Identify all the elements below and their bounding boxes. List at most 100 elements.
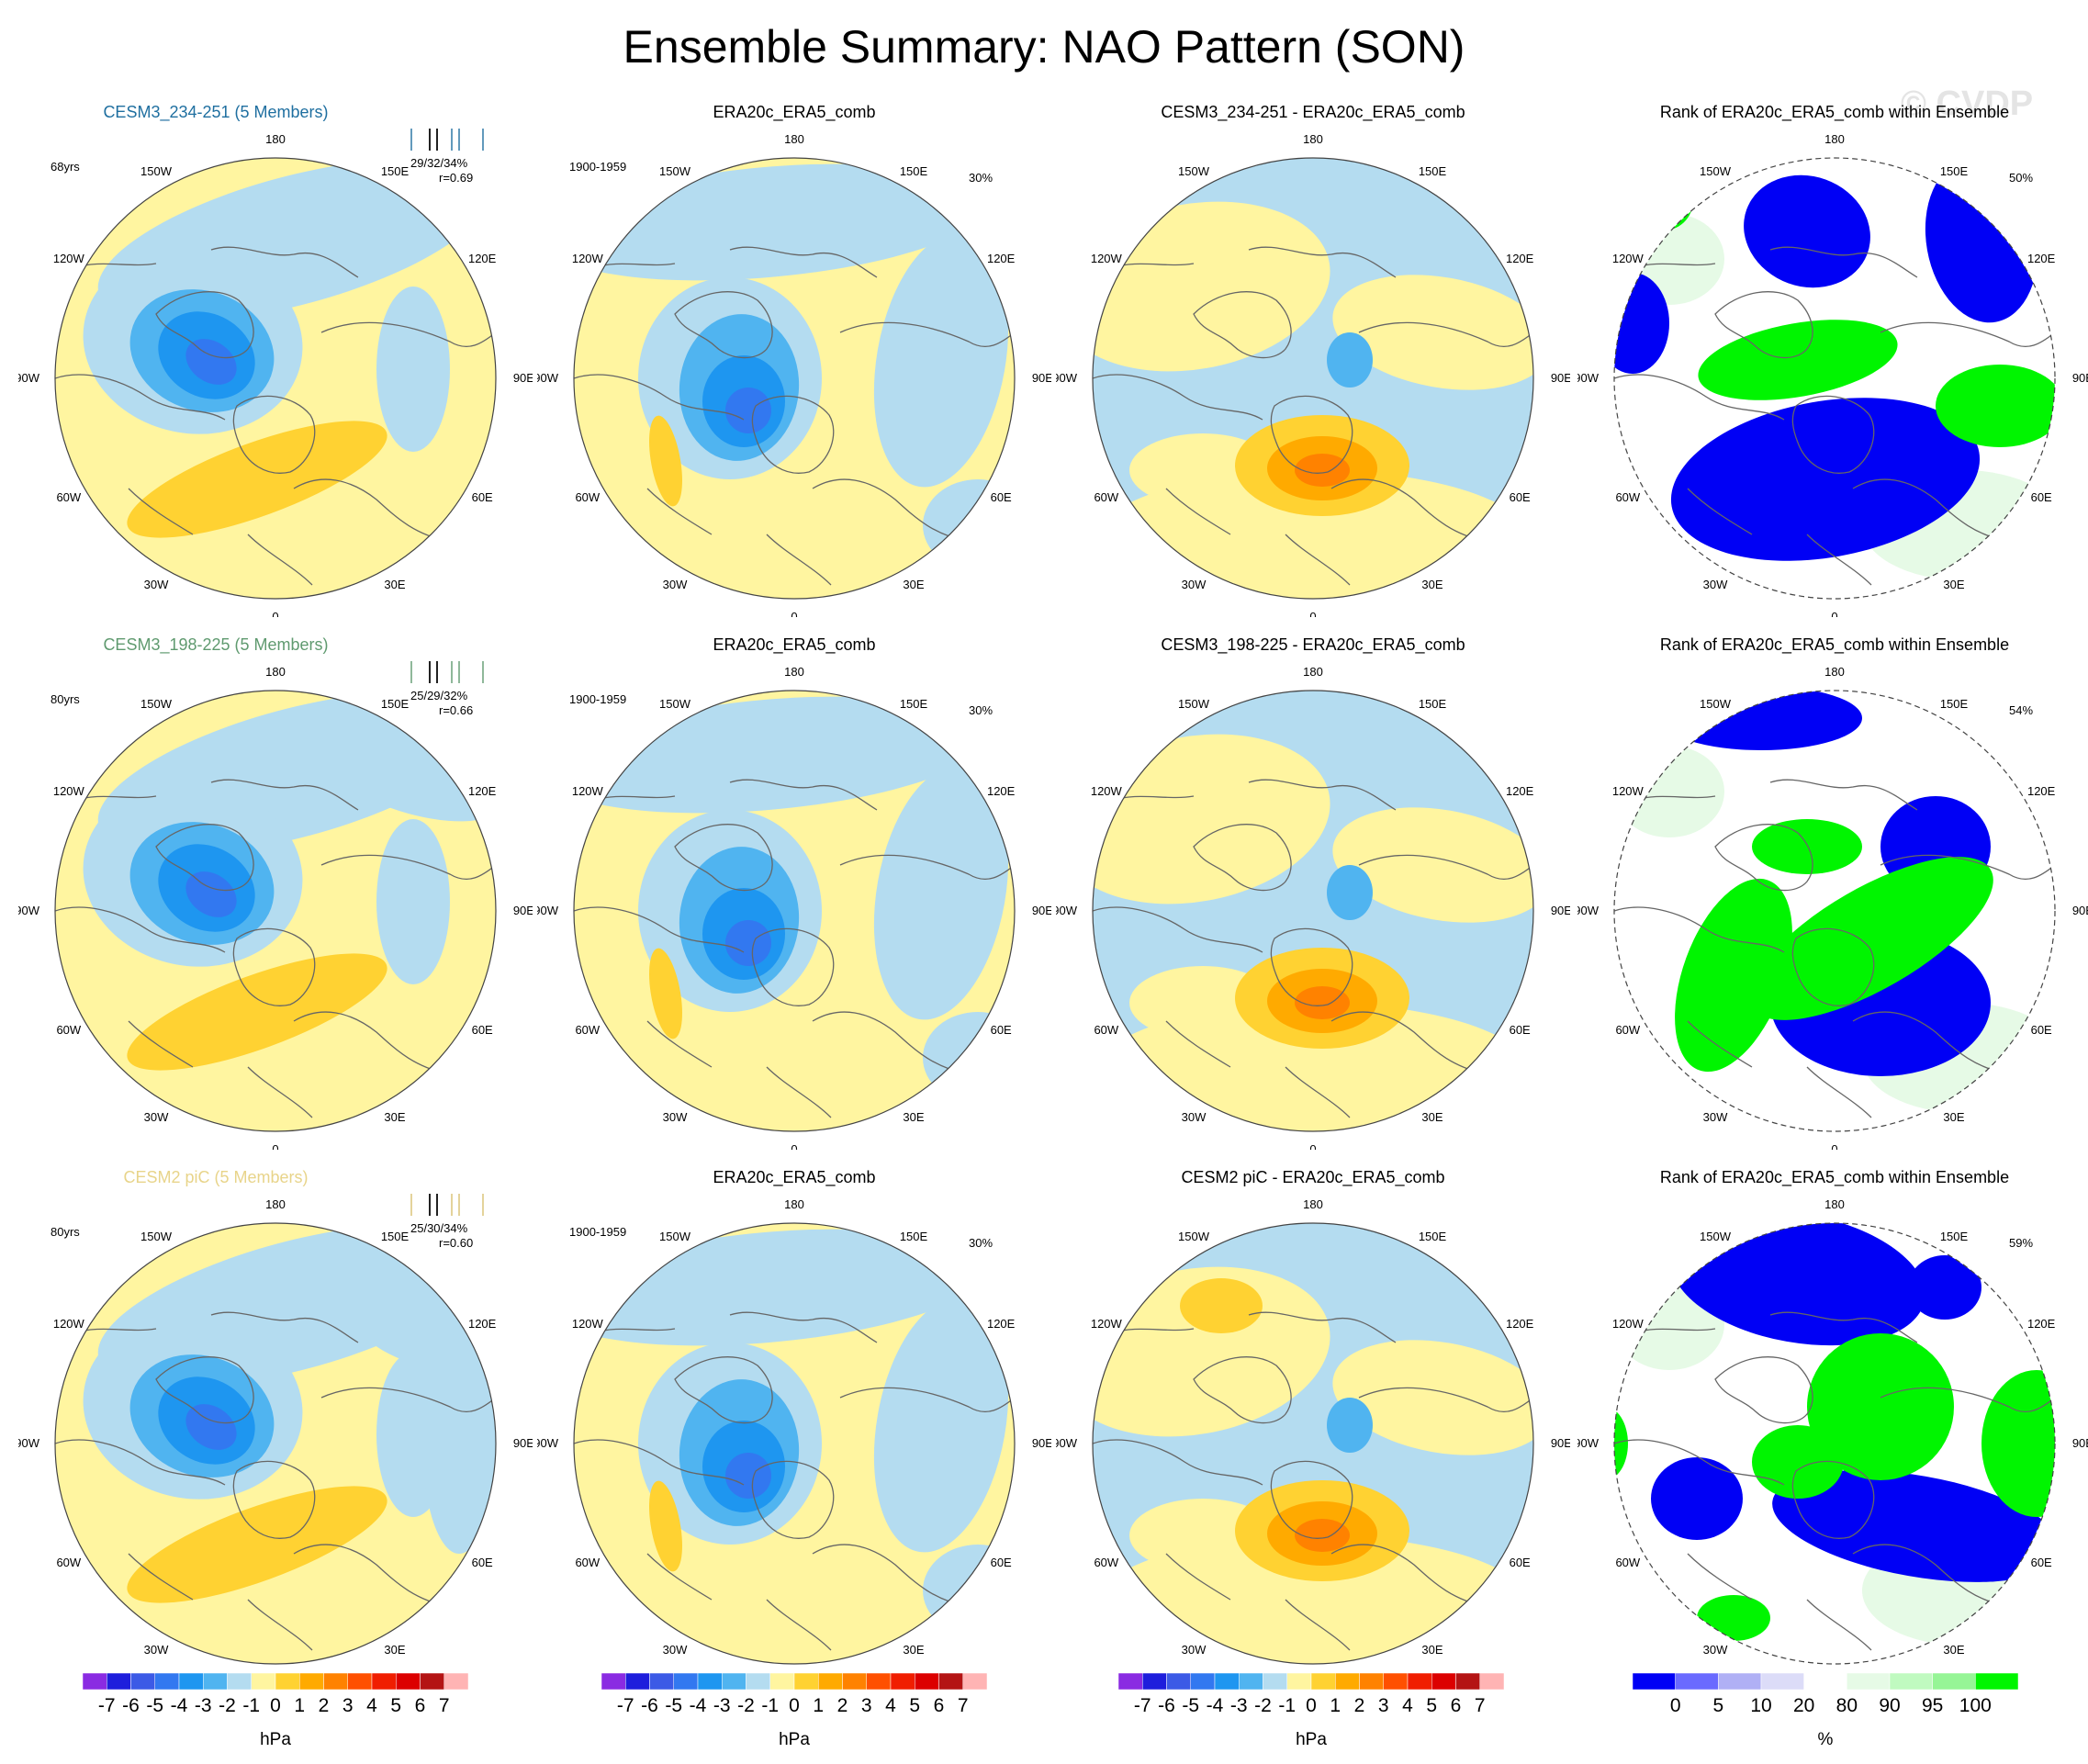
panel-title: Rank of ERA20c_ERA5_comb within Ensemble	[1659, 635, 2010, 654]
coastline	[839, 854, 1015, 880]
longitude-tick-label: 90E	[1551, 1436, 1570, 1450]
longitude-tick-label: 90W	[537, 371, 559, 385]
colorbar-tick-label: 80	[1836, 1695, 1858, 1716]
colorbar-tick-label: -7	[98, 1695, 116, 1716]
variance-stats: 25/29/32%	[410, 689, 468, 702]
longitude-tick-label: 120W	[1612, 784, 1645, 798]
member-spread-ticks	[410, 661, 484, 683]
longitude-tick-label: 0	[272, 1142, 278, 1150]
coastline	[839, 321, 1015, 347]
colorbar-tick-label: 95	[1922, 1695, 1943, 1716]
coastline	[320, 854, 496, 880]
colorbar-tick-label: 6	[1451, 1695, 1462, 1716]
coastline	[1769, 1311, 1918, 1343]
colorbar-tick-label: 0	[789, 1695, 800, 1716]
colorbar-swatch	[1239, 1672, 1263, 1691]
longitude-tick-label: 0	[791, 610, 797, 617]
coastline	[1270, 395, 1353, 474]
panel-title: CESM2 piC (5 Members)	[123, 1168, 309, 1186]
colorbar-swatch	[1847, 1672, 1891, 1691]
map-boundary	[54, 1222, 497, 1665]
negative-anomaly-region	[376, 819, 450, 984]
colorbar-tick-label: 1	[1330, 1695, 1341, 1716]
longitude-tick-label: 120W	[572, 784, 604, 798]
obs-variance-pct: 30%	[969, 703, 993, 717]
rank-percentage: 59%	[2009, 1236, 2034, 1250]
colorbar-tick-label: -3	[1230, 1695, 1248, 1716]
coastline	[1165, 1553, 1231, 1601]
rank-low-region	[1908, 1255, 1981, 1320]
colorbar-tick-label: 4	[366, 1695, 377, 1716]
longitude-tick-label: 60E	[2031, 1556, 2052, 1569]
colorbar-swatch	[697, 1672, 723, 1691]
colorbar-swatch	[227, 1672, 252, 1691]
cvdp-watermark: © CVDP	[1901, 84, 2034, 123]
positive-anomaly-contour	[1180, 1278, 1263, 1333]
map-field	[1614, 691, 2055, 1131]
obs-period: 1900-1959	[569, 160, 627, 174]
colorbar-tick-label: 7	[1475, 1695, 1486, 1716]
longitude-tick-label: 30E	[1943, 1110, 1964, 1124]
colorbar-tick-label: 6	[934, 1695, 945, 1716]
colorbar-swatch	[1479, 1672, 1505, 1691]
coastline	[1687, 488, 1753, 535]
longitude-tick-label: 90W	[537, 1436, 559, 1450]
panel-title: CESM3_234-251 - ERA20c_ERA5_comb	[1161, 103, 1465, 121]
colorbar-tick-label: 100	[1959, 1695, 1992, 1716]
colorbar-tick-label: -3	[713, 1695, 731, 1716]
longitude-tick-label: 150W	[140, 1230, 173, 1243]
negative-anomaly-contour	[725, 920, 771, 966]
negative-anomaly-contour	[185, 1404, 237, 1450]
colorbar-swatch	[649, 1672, 674, 1691]
longitude-tick-label: 120W	[572, 1317, 604, 1331]
coastline	[1285, 534, 1351, 586]
coastline	[812, 1544, 970, 1608]
polar-map: 180 150E 120E 90E 60E 30E 0 30W 60W 90W 120W 150W	[1056, 132, 1570, 617]
colorbar-swatch	[371, 1672, 397, 1691]
coastline	[1330, 1544, 1488, 1608]
colorbar-tick-label: 1	[294, 1695, 305, 1716]
longitude-tick-label: 120E	[987, 1317, 1016, 1331]
colorbar-swatch	[842, 1672, 867, 1691]
map-field	[55, 1223, 496, 1664]
member-spread-ticks	[410, 1194, 484, 1216]
longitude-tick-label: 90E	[2072, 371, 2088, 385]
colorbar-tick-label: -1	[761, 1695, 779, 1716]
longitude-tick-label: 90W	[18, 371, 40, 385]
longitude-tick-label: 120W	[1091, 252, 1123, 265]
coastline	[1769, 779, 1918, 811]
coastline	[574, 1439, 745, 1486]
coastline	[232, 927, 316, 1006]
colorbar-swatch	[1335, 1672, 1360, 1691]
coastline	[1285, 1599, 1351, 1651]
colorbar-tick-label: -3	[195, 1695, 212, 1716]
longitude-tick-label: 180	[1303, 665, 1323, 679]
longitude-tick-label: 30W	[663, 1643, 688, 1657]
longitude-tick-label: 120E	[468, 784, 497, 798]
map-panel-obs: ERA20c_ERA5_comb 180 150E 120E 90E 60E 30E 0 30W…	[537, 635, 1051, 1150]
colorbar-swatch	[178, 1672, 204, 1691]
panel-title: CESM3_198-225 (5 Members)	[103, 635, 329, 654]
coastline	[155, 824, 254, 892]
longitude-tick-label: 150W	[1700, 164, 1732, 178]
colorbar-swatch	[793, 1672, 819, 1691]
longitude-tick-label: 150W	[659, 1230, 691, 1243]
longitude-tick-label: 30W	[1703, 578, 1728, 591]
polar-map: 180 150E 120E 90E 60E 30E 0 30W 60W 90W 120W 150W	[537, 665, 1051, 1150]
longitude-tick-label: 30E	[1943, 578, 1964, 591]
longitude-tick-label: 150W	[659, 164, 691, 178]
colorbar-swatch	[818, 1672, 843, 1691]
longitude-tick-label: 0	[1309, 610, 1316, 617]
colorbar-tick-label: -2	[219, 1695, 236, 1716]
longitude-tick-label: 90E	[513, 904, 533, 917]
longitude-tick-label: 60W	[1615, 1556, 1640, 1569]
longitude-tick-label: 30E	[1421, 1110, 1443, 1124]
colorbar-tick-label: 5	[1426, 1695, 1437, 1716]
positive-anomaly-contour	[649, 948, 682, 1039]
longitude-tick-label: 180	[1824, 132, 1845, 146]
coastline	[1880, 854, 2055, 880]
map-panel-diff: CESM2 piC - ERA20c_ERA5_comb 180 150E 120E 9…	[1056, 1168, 1570, 1682]
longitude-tick-label: 90W	[1577, 904, 1600, 917]
colorbar-swatch	[1718, 1672, 1762, 1691]
colorbar-units: hPa	[1296, 1730, 1327, 1749]
